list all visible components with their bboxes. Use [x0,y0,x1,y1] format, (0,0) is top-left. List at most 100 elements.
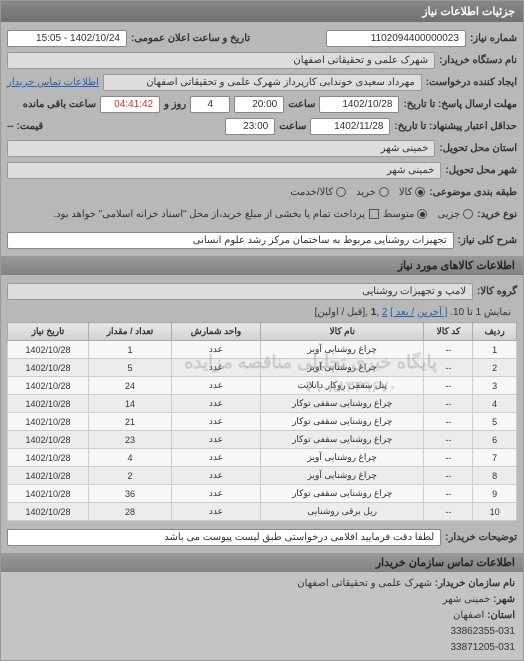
category-radios: کالا خرید کالا/خدمت [290,187,425,198]
table-cell: 1402/10/28 [8,341,89,359]
pager: نمایش 1 تا 10. [ آخرین / بعد ] 2 ,1 ,[قب… [7,303,517,322]
table-cell: عدد [172,359,261,377]
category-opt-0[interactable]: کالا [399,187,426,198]
contact-header: اطلاعات تماس سازمان خریدار [1,553,523,572]
requester-label: ایجاد کننده درخواست: [426,77,517,88]
goods-table: ردیفکد کالانام کالاواحد شمارشتعداد / مقد… [7,322,517,521]
table-cell: 5 [473,413,517,431]
need-number-value: 1102094400000023 [326,30,466,47]
table-cell: عدد [172,449,261,467]
requester-value: مهرداد سعیدی خوندابی کارپرداز شهرک علمی … [103,74,422,91]
table-cell: 1402/10/28 [8,377,89,395]
pager-last[interactable]: [ آخرین [417,307,447,318]
table-cell: عدد [172,431,261,449]
panel-title: جزئیات اطلاعات نیاز [1,1,523,22]
table-cell: چراغ روشنایی سقفی توکار [260,431,424,449]
category-label: طبقه بندی موضوعی: [429,187,517,198]
table-cell: 14 [88,395,171,413]
table-cell: 1 [88,341,171,359]
pager-p1: 1 [371,307,377,318]
buytype-note-check[interactable] [369,209,379,219]
deadline-time-label: ساعت [288,99,315,110]
announce-value: 1402/10/24 - 15:05 [7,30,127,47]
table-cell: 4 [88,449,171,467]
buyer-notes-value: لطفا دقت فرمایید اقلامی درخواستی طبق لیس… [7,529,441,546]
goods-header: اطلاعات کالاهای مورد نیاز [1,256,523,275]
buyer-notes-label: توضیحات خریدار: [445,532,517,543]
table-cell: -- [424,377,473,395]
table-cell: چراغ روشنایی آویز [260,341,424,359]
validity-time-label: ساعت [279,121,306,132]
deadline-date: 1402/10/28 [319,96,399,113]
goods-group-value: لامپ و تجهیزات روشنایی [7,283,473,300]
table-row[interactable]: 8--چراغ روشنایی آویزعدد21402/10/28 [8,467,517,485]
table-cell: 21 [88,413,171,431]
buyer-org-value: شهرک علمی و تحقیقاتی اصفهان [7,52,435,69]
table-cell: 1402/10/28 [8,359,89,377]
table-row[interactable]: 10--ریل برقی روشناییعدد281402/10/28 [8,503,517,521]
table-cell: پنل سقفی روکار دانلایت [260,377,424,395]
table-cell: 9 [473,485,517,503]
contact-tel: 33862355-031 [450,626,515,637]
table-cell: 1402/10/28 [8,395,89,413]
buytype-opt-0[interactable]: جزیی [437,209,473,220]
province-label: استان محل تحویل: [439,143,517,154]
contact-org: شهرک علمی و تحقیقاتی اصفهان [297,578,432,589]
table-cell: عدد [172,467,261,485]
contact-province-label: استان: [487,610,515,621]
pager-next[interactable]: / بعد ] [390,307,414,318]
table-cell: چراغ روشنایی آویز [260,359,424,377]
table-row[interactable]: 2--چراغ روشنایی آویزعدد51402/10/28 [8,359,517,377]
table-cell: 5 [88,359,171,377]
pager-p2[interactable]: 2 [382,307,388,318]
table-row[interactable]: 3--پنل سقفی روکار دانلایتعدد241402/10/28 [8,377,517,395]
table-cell: چراغ روشنایی آویز [260,467,424,485]
table-row[interactable]: 6--چراغ روشنایی سقفی توکارعدد231402/10/2… [8,431,517,449]
table-row[interactable]: 4--چراغ روشنایی سقفی توکارعدد141402/10/2… [8,395,517,413]
table-cell: 1402/10/28 [8,467,89,485]
buyer-org-label: نام دستگاه خریدار: [439,55,517,66]
table-cell: 2 [88,467,171,485]
general-desc-label: شرح کلی نیاز: [458,235,517,246]
table-cell: 10 [473,503,517,521]
table-row[interactable]: 9--چراغ روشنایی سقفی توکارعدد361402/10/2… [8,485,517,503]
table-col-header: واحد شمارش [172,323,261,341]
pager-prefix: نمایش 1 تا 10. [450,307,511,318]
buytype-opt-1[interactable]: متوسط [383,209,427,220]
table-cell: 1402/10/28 [8,449,89,467]
category-opt-1[interactable]: خرید [356,187,389,198]
details-panel: جزئیات اطلاعات نیاز شماره نیاز: 11020944… [0,0,524,661]
contact-org-label: نام سازمان خریدار: [435,578,515,589]
validity-label: حداقل اعتبار پیشنهاد: تا تاریخ: [394,121,517,132]
table-cell: 2 [473,359,517,377]
goods-group-label: گروه کالا: [477,286,517,297]
province-value: خمینی شهر [7,140,435,157]
pager-suffix: ,[قبل / اولین] [315,307,368,318]
table-cell: چراغ روشنایی سقفی توکار [260,485,424,503]
table-cell: 4 [473,395,517,413]
table-cell: -- [424,449,473,467]
table-row[interactable]: 5--چراغ روشنایی سقفی توکارعدد211402/10/2… [8,413,517,431]
table-col-header: تعداد / مقدار [88,323,171,341]
table-cell: -- [424,341,473,359]
city-value: خمینی شهر [7,162,441,179]
table-cell: -- [424,485,473,503]
table-cell: 8 [473,467,517,485]
buytype-radios: جزیی متوسط [383,209,473,220]
table-cell: ریل برقی روشنایی [260,503,424,521]
buytype-note: پرداخت تمام یا بخشی از مبلغ خرید،از محل … [53,209,365,220]
table-cell: 3 [473,377,517,395]
validity-time: 23:00 [225,118,275,135]
table-row[interactable]: 7--چراغ روشنایی آویزعدد41402/10/28 [8,449,517,467]
table-cell: چراغ روشنایی سقفی توکار [260,413,424,431]
table-cell: 6 [473,431,517,449]
table-cell: چراغ روشنایی سقفی توکار [260,395,424,413]
table-cell: 28 [88,503,171,521]
deadline-countdown-suffix: ساعت باقی مانده [23,99,96,110]
buytype-label: نوع خرید: [477,209,517,220]
table-row[interactable]: 1--چراغ روشنایی آویزعدد11402/10/28 [8,341,517,359]
category-opt-2[interactable]: کالا/خدمت [290,187,346,198]
contact-link[interactable]: اطلاعات تماس خریدار [7,77,99,88]
table-cell: 1402/10/28 [8,413,89,431]
contact-block: نام سازمان خریدار: شهرک علمی و تحقیقاتی … [1,572,523,660]
